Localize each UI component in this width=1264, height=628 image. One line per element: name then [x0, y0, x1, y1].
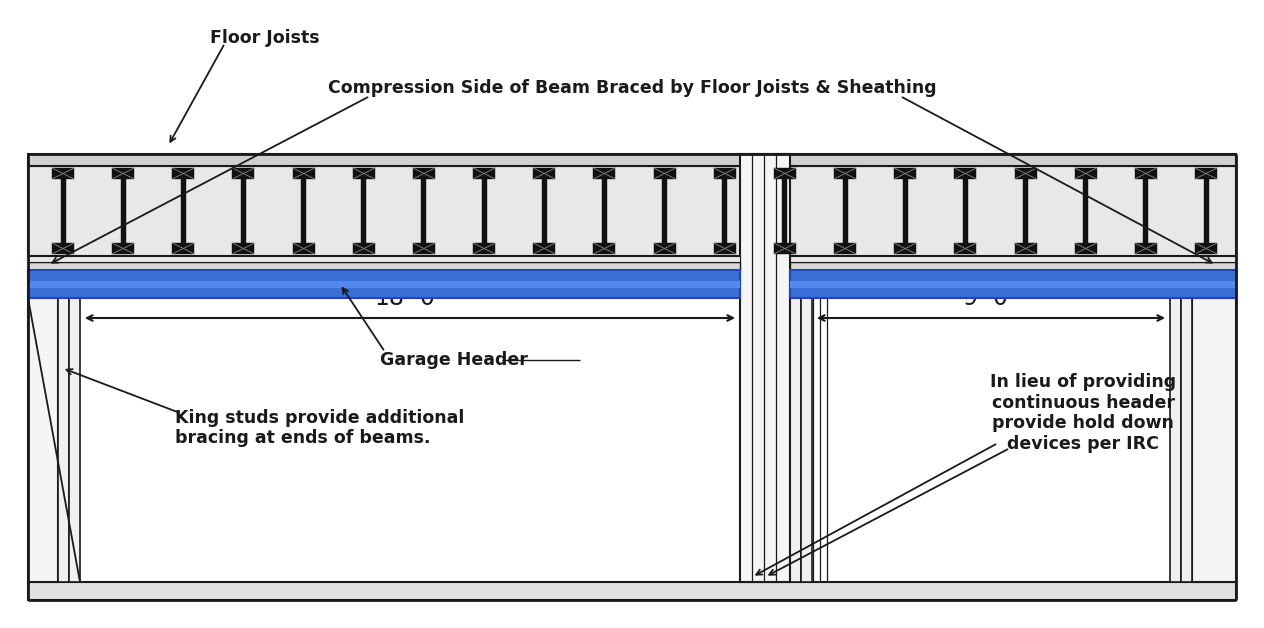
Bar [714, 243, 736, 254]
Bar [301, 179, 306, 243]
Bar [112, 243, 134, 254]
Bar [473, 168, 495, 179]
Bar [28, 256, 739, 262]
Bar [963, 179, 968, 243]
Bar [774, 168, 796, 179]
Bar [70, 298, 80, 582]
Bar [28, 298, 58, 582]
Bar [1194, 168, 1217, 179]
Bar [1194, 243, 1217, 254]
Bar [542, 179, 547, 243]
Bar [61, 179, 66, 243]
Bar [801, 298, 811, 582]
Bar [739, 154, 790, 582]
Bar [413, 243, 435, 254]
Bar [954, 168, 976, 179]
Bar [954, 243, 976, 254]
Bar [1170, 298, 1181, 582]
Text: 9’-0": 9’-0" [963, 286, 1020, 310]
Text: In lieu of providing
continuous header
provide hold down
devices per IRC: In lieu of providing continuous header p… [990, 373, 1176, 453]
Bar [413, 168, 435, 179]
Bar [353, 243, 375, 254]
Bar [1181, 298, 1192, 582]
Bar [362, 179, 367, 243]
Bar [1135, 168, 1157, 179]
Bar [790, 281, 1236, 288]
Bar [894, 168, 916, 179]
Text: Compression Side of Beam Braced by Floor Joists & Sheathing: Compression Side of Beam Braced by Floor… [327, 79, 937, 97]
Bar [790, 256, 1236, 262]
Bar [533, 243, 555, 254]
Bar [421, 179, 426, 243]
Bar [774, 243, 796, 254]
Bar [120, 179, 125, 243]
Bar [902, 179, 908, 243]
Bar [482, 179, 487, 243]
Bar [843, 179, 848, 243]
Bar [1192, 298, 1236, 582]
Bar [790, 262, 1236, 270]
Bar [834, 168, 856, 179]
Bar [1023, 179, 1028, 243]
Text: Floor Joists: Floor Joists [210, 29, 320, 47]
Bar [233, 168, 254, 179]
Bar [1144, 179, 1148, 243]
Bar [181, 179, 186, 243]
Bar [112, 168, 134, 179]
Bar [834, 243, 856, 254]
Bar [172, 243, 195, 254]
Bar [1015, 168, 1036, 179]
Text: King studs provide additional
bracing at ends of beams.: King studs provide additional bracing at… [174, 409, 464, 447]
Bar [653, 243, 675, 254]
Bar [790, 298, 801, 582]
Bar [533, 168, 555, 179]
Bar [241, 179, 246, 243]
Bar [28, 154, 1236, 166]
Text: 18’-0": 18’-0" [374, 286, 446, 310]
Bar [602, 179, 607, 243]
Bar [172, 168, 195, 179]
Bar [1015, 243, 1036, 254]
Text: Garage Header: Garage Header [380, 351, 528, 369]
Bar [28, 582, 1236, 600]
Bar [1135, 243, 1157, 254]
Bar [1074, 168, 1097, 179]
Bar [1074, 243, 1097, 254]
Bar [593, 168, 616, 179]
Bar [782, 179, 787, 243]
Bar [293, 243, 315, 254]
Bar [28, 262, 739, 270]
Bar [233, 243, 254, 254]
Bar [593, 243, 616, 254]
Bar [714, 168, 736, 179]
Bar [1083, 179, 1088, 243]
Bar [473, 243, 495, 254]
Bar [52, 243, 75, 254]
Bar [28, 281, 739, 288]
Bar [293, 168, 315, 179]
Bar [1203, 179, 1208, 243]
Bar [722, 179, 727, 243]
Bar [58, 298, 70, 582]
Bar [894, 243, 916, 254]
Bar [28, 270, 739, 298]
Bar [353, 168, 375, 179]
Bar [662, 179, 667, 243]
Bar [52, 168, 75, 179]
Bar [28, 166, 1236, 256]
Bar [790, 270, 1236, 298]
Bar [653, 168, 675, 179]
